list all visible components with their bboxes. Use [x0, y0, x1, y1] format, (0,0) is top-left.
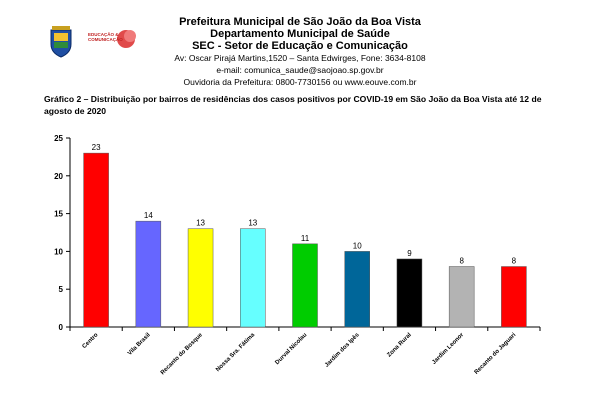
bar-value-label: 11: [301, 234, 310, 243]
bar: [135, 220, 162, 328]
bar-value-label: 9: [407, 249, 412, 258]
header-sector: SEC - Setor de Educação e Comunicação: [192, 40, 408, 52]
category-label: Zona Rural: [386, 332, 413, 359]
bar: [501, 266, 527, 328]
bar-value-label: 13: [196, 219, 205, 228]
bar-value-label: 14: [144, 211, 153, 220]
sec-logo-text: EDUCAÇÃO & COMUNICAÇÃO: [88, 32, 123, 42]
bar-value-label: 23: [92, 143, 101, 152]
category-label: Nossa Sra. Fátima: [215, 332, 256, 373]
header-address: Av: Oscar Pirajá Martins,1520 – Santa Ed…: [174, 53, 426, 63]
y-tick-label: 5: [59, 285, 64, 294]
bar-value-label: 13: [248, 219, 257, 228]
header-ombudsman: Ouvidoria da Prefeitura: 0800-7730156 ou…: [183, 77, 417, 87]
bar: [344, 251, 370, 328]
bar: [83, 152, 109, 328]
y-tick-label: 25: [54, 134, 63, 143]
y-tick-label: 10: [54, 247, 63, 256]
sec-logo: EDUCAÇÃO & COMUNICAÇÃO: [88, 28, 138, 50]
y-tick-label: 20: [54, 172, 63, 181]
bar: [292, 243, 318, 328]
bar-value-label: 8: [459, 257, 464, 266]
category-label: Durval Nicolau: [274, 332, 308, 366]
sec-logo-graphic: [117, 30, 136, 48]
city-crest-logo: [50, 26, 72, 58]
chart-title: Gráfico 2 – Distribuição por bairros de …: [44, 94, 542, 116]
bar: [240, 228, 266, 328]
bar: [448, 266, 475, 328]
category-label: Recanto do Bosque: [160, 332, 205, 377]
bar: [396, 258, 423, 328]
header-email: e-mail: comunica_saude@saojoao.sp.gov.br: [216, 65, 384, 75]
header-department: Departamento Municipal de Saúde: [210, 28, 390, 40]
header-municipality: Prefeitura Municipal de São João da Boa …: [179, 16, 421, 28]
category-label: Recanto do Jaguari: [474, 332, 518, 376]
y-tick-label: 15: [54, 210, 63, 219]
header: Prefeitura Municipal de São João da Boa …: [0, 16, 600, 88]
bar-value-label: 8: [512, 257, 517, 266]
bar: [187, 228, 214, 328]
category-label: Jardim dos Ipês: [324, 332, 361, 369]
bar-value-label: 10: [353, 241, 362, 250]
category-label: Jardim Leonor: [431, 332, 465, 366]
category-label: Vila Brasil: [127, 332, 152, 357]
y-tick-label: 0: [59, 323, 64, 332]
category-label: Centro: [82, 332, 100, 350]
